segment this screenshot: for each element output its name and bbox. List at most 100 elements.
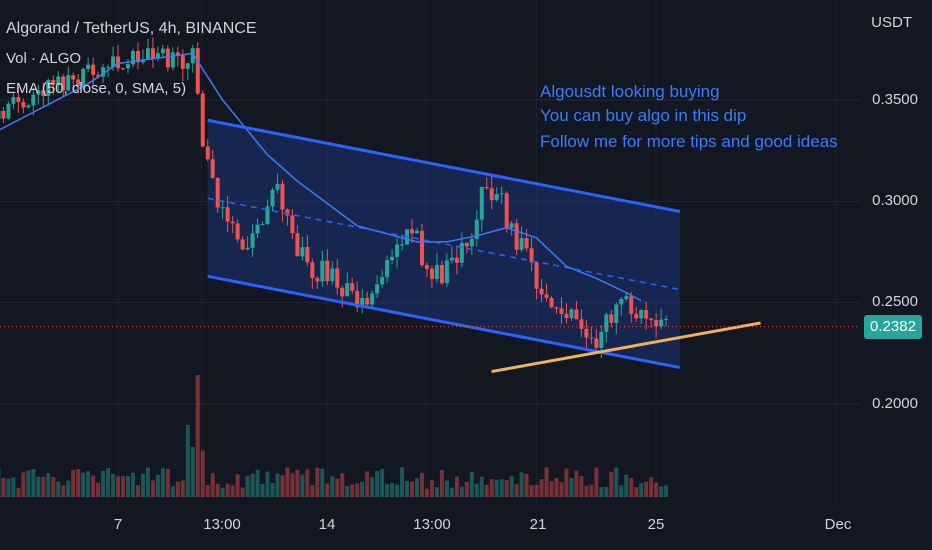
candle-body bbox=[180, 55, 185, 69]
volume-bar bbox=[225, 483, 230, 497]
volume-bar bbox=[185, 424, 190, 497]
volume-bar bbox=[21, 472, 26, 497]
volume-bar bbox=[350, 484, 355, 497]
volume-bar bbox=[355, 483, 360, 497]
volume-bar bbox=[325, 483, 330, 497]
note-line-1[interactable]: Algousdt looking buying bbox=[540, 82, 720, 101]
candle-body bbox=[270, 189, 275, 207]
volume-bar bbox=[220, 487, 225, 497]
candle-body bbox=[484, 186, 489, 189]
candle-body bbox=[190, 48, 195, 64]
time-tick-4: 21 bbox=[529, 516, 547, 533]
volume-bar bbox=[11, 477, 16, 497]
candle-body bbox=[639, 310, 644, 319]
volume-bar bbox=[235, 474, 240, 497]
volume-bar bbox=[375, 470, 380, 497]
candle-body bbox=[449, 257, 454, 261]
volume-bar bbox=[130, 472, 135, 497]
candle-body bbox=[265, 206, 270, 225]
volume-bar bbox=[36, 476, 41, 497]
volume-bar bbox=[6, 478, 11, 497]
volume-bar bbox=[414, 478, 419, 497]
volume-bar bbox=[170, 486, 175, 497]
candle-body bbox=[101, 67, 106, 77]
volume-bar bbox=[629, 477, 634, 497]
candle-body bbox=[534, 262, 539, 289]
candle-body bbox=[315, 278, 320, 282]
time-tick-1: 13:00 bbox=[203, 516, 241, 533]
candle-body bbox=[21, 102, 26, 108]
volume-bar bbox=[175, 481, 180, 497]
volume-bar bbox=[499, 479, 504, 497]
volume-bar bbox=[165, 468, 170, 497]
channel-area bbox=[207, 120, 680, 368]
candle-body bbox=[584, 328, 589, 338]
candle-body bbox=[41, 90, 46, 96]
candle-body bbox=[26, 105, 31, 108]
volume-bar bbox=[459, 486, 464, 497]
candle-body bbox=[494, 194, 499, 201]
candle-body bbox=[185, 63, 190, 69]
volume-bar bbox=[295, 469, 300, 497]
candle-body bbox=[230, 221, 235, 224]
volume-bar bbox=[380, 469, 385, 497]
volume-bar bbox=[534, 484, 539, 497]
volume-bar bbox=[121, 476, 126, 497]
volume-bar bbox=[410, 481, 415, 497]
volume-bar bbox=[454, 476, 459, 497]
volume-bar bbox=[285, 467, 290, 497]
candle-body bbox=[195, 48, 200, 94]
candle-body bbox=[569, 309, 574, 319]
candle-body bbox=[564, 313, 569, 319]
volume-bar bbox=[195, 375, 200, 497]
volume-bar bbox=[554, 478, 559, 497]
volume-bar bbox=[464, 481, 469, 497]
candle-body bbox=[66, 75, 71, 91]
volume-bar bbox=[469, 471, 474, 497]
candle-body bbox=[215, 177, 220, 208]
volume-bar bbox=[250, 473, 255, 497]
candle-body bbox=[225, 207, 230, 222]
support-trendline bbox=[491, 321, 761, 374]
volume-bar bbox=[200, 450, 205, 497]
time-tick-0: 7 bbox=[113, 516, 123, 533]
volume-bar bbox=[664, 485, 669, 497]
candle-body bbox=[649, 318, 654, 321]
candle-body bbox=[260, 224, 265, 226]
candle-body bbox=[474, 219, 479, 239]
volume-bar bbox=[549, 481, 554, 497]
candle-body bbox=[360, 298, 365, 308]
candle-body bbox=[160, 48, 165, 54]
note-line-2[interactable]: You can buy algo in this dip bbox=[540, 106, 747, 125]
volume-bar bbox=[559, 481, 564, 497]
candle-body bbox=[150, 48, 155, 59]
candle-body bbox=[305, 247, 310, 263]
candle-body bbox=[414, 230, 419, 234]
volume-bar bbox=[405, 481, 410, 497]
volume-legend[interactable]: Vol · ALGO bbox=[6, 50, 82, 67]
candle-body bbox=[240, 239, 245, 250]
volume-bar bbox=[345, 485, 350, 497]
volume-bar bbox=[524, 473, 529, 497]
volume-bar bbox=[51, 476, 56, 497]
price-tick-3: 0.2000 bbox=[872, 395, 918, 412]
candle-body bbox=[619, 298, 624, 305]
volume-bar bbox=[624, 474, 629, 497]
candle-body bbox=[1, 111, 6, 119]
note-line-3[interactable]: Follow me for more tips and good ideas bbox=[540, 132, 838, 151]
candle-body bbox=[380, 277, 385, 285]
symbol-title[interactable]: Algorand / TetherUS, 4h, BINANCE bbox=[6, 20, 257, 37]
candle-body bbox=[170, 52, 175, 68]
volume-bar bbox=[106, 468, 111, 497]
candle-body bbox=[295, 233, 300, 257]
candle-body bbox=[200, 93, 205, 147]
volume-bar bbox=[484, 484, 489, 497]
candle-body bbox=[145, 48, 150, 60]
volume-bar bbox=[574, 470, 579, 497]
ema-legend[interactable]: EMA (50, close, 0, SMA, 5) bbox=[6, 80, 187, 97]
candle-body bbox=[71, 75, 76, 80]
candle-body bbox=[454, 257, 459, 263]
candle-body bbox=[624, 296, 629, 299]
